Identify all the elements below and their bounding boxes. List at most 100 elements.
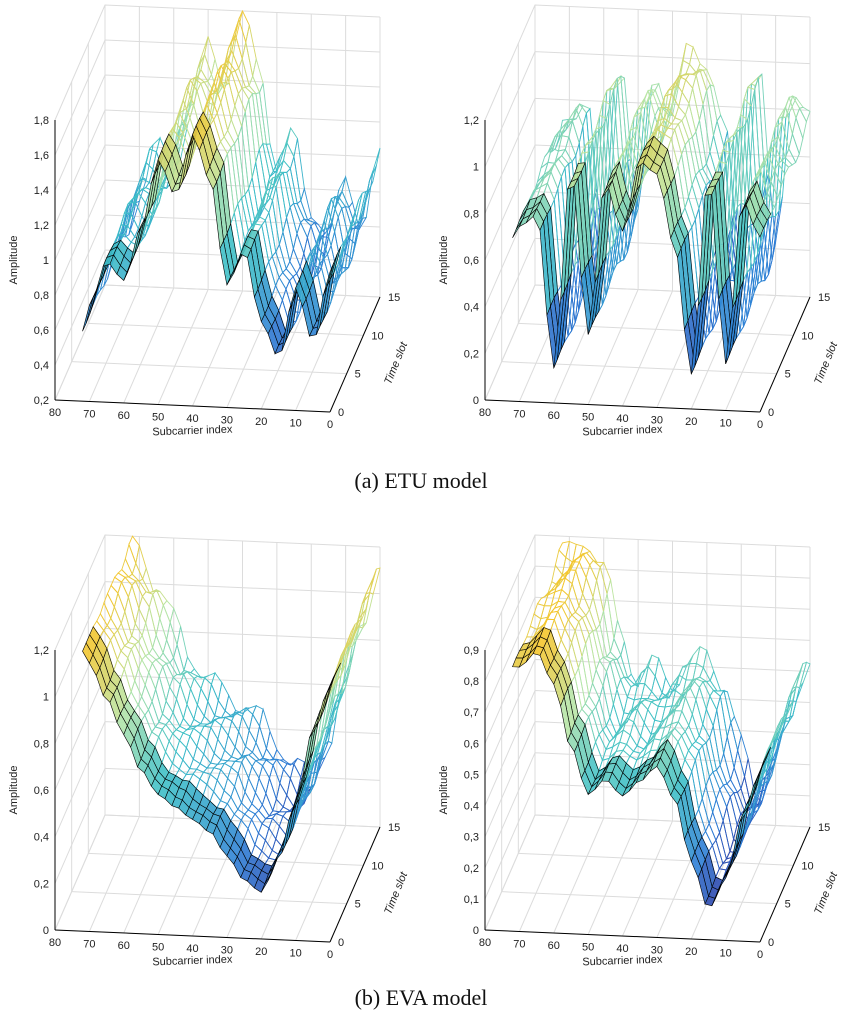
z-tick-label: 0,6: [34, 785, 49, 797]
y-axis-label: Time slot: [812, 340, 840, 387]
y-axis-line: [329, 296, 381, 413]
gridline-floor-x: [192, 290, 243, 407]
z-tick-label: 0,1: [464, 894, 479, 906]
axes: [484, 120, 811, 413]
y-tick-label: 5: [785, 899, 791, 911]
x-tick-label: 30: [651, 945, 663, 957]
x-tick-label: 50: [152, 942, 164, 954]
x-tick-label: 60: [548, 410, 560, 422]
z-tick-label: 0,2: [464, 863, 479, 875]
gridline-floor-x: [54, 814, 106, 931]
gridline-floor-x: [622, 820, 673, 937]
x-axis-label: Subcarrier index: [152, 424, 233, 439]
z-tick-label: 0,8: [34, 738, 49, 750]
z-tick-label: 0,5: [464, 769, 479, 781]
gridline-floor-x: [484, 814, 536, 931]
x-axis-label: Subcarrier index: [152, 954, 233, 969]
z-tick-label: 0: [473, 925, 479, 937]
x-tick-label: 40: [616, 413, 628, 425]
gridline-floor-y: [88, 322, 364, 336]
z-tick-label: 0,6: [34, 325, 49, 337]
z-tick-label: 0,8: [464, 676, 479, 688]
z-axis-label: Amplitude: [438, 766, 450, 815]
surface-cell: [82, 297, 94, 332]
y-tick-label: 0: [768, 937, 774, 949]
z-tick-label: 1: [43, 255, 49, 267]
x-tick-label: 20: [685, 946, 697, 958]
z-tick-label: 0,2: [34, 878, 49, 890]
gridline-floor-x: [295, 295, 347, 411]
gridline-floor-x: [54, 284, 106, 401]
surface-cell: [752, 215, 764, 238]
z-tick-label: 0,7: [464, 707, 479, 719]
x-tick-label: 60: [548, 940, 560, 952]
x-tick-label: 10: [720, 418, 732, 430]
chart-etu-left: 0 10 20 30 40 50 60 70 80 0 5 10 15 0,2 0,4 0,6 0,8 1 1,2 1…: [8, 4, 410, 439]
surface-mesh: [82, 9, 381, 355]
x-tick-label: 80: [49, 937, 61, 949]
y-tick-label: 10: [801, 860, 813, 872]
z-tick-label: 1,2: [34, 220, 49, 232]
y-tick-label: 10: [801, 330, 813, 342]
z-tick-label: 0,2: [464, 348, 479, 360]
x-tick-label: 50: [582, 412, 594, 424]
x-tick-label: 80: [479, 407, 491, 419]
y-tick-label: 15: [388, 822, 400, 834]
gridline-floor-x: [123, 287, 175, 404]
y-tick-label: 10: [371, 860, 383, 872]
y-tick-label: 15: [818, 822, 830, 834]
gridline-floor-x: [88, 816, 140, 932]
gridline-floor-x: [260, 823, 312, 940]
surface-cell: [369, 567, 381, 595]
gridline-floor-x: [587, 819, 639, 935]
z-tick-label: 0,4: [34, 832, 49, 844]
z-tick-label: 0,2: [34, 395, 49, 407]
x-tick-label: 80: [479, 937, 491, 949]
x-tick-label: 30: [221, 415, 233, 427]
surface-cell: [322, 263, 334, 296]
chart-panel-etu-right: 0 10 20 30 40 50 60 70 80 0 5 10 15 0 0,2 0,4 0,6 0,8 1 1,2…: [430, 0, 842, 440]
x-tick-label: 20: [255, 946, 267, 958]
y-tick-label: 15: [818, 292, 830, 304]
x-axis-line: [484, 929, 761, 943]
z-tick-label: 0,4: [464, 801, 479, 813]
x-tick-label: 50: [152, 412, 164, 424]
y-tick-label: 0: [338, 937, 344, 949]
x-tick-label: 70: [513, 939, 525, 951]
z-axis-label: Amplitude: [438, 236, 450, 285]
chart-panel-etu-left: 0 10 20 30 40 50 60 70 80 0 5 10 15 0,2 0,4 0,6 0,8 1 1,2 1…: [0, 0, 420, 440]
gridline-floor-x: [725, 825, 777, 941]
z-tick-label: 0,6: [464, 255, 479, 267]
z-tick-label: 1,8: [34, 115, 49, 127]
y-tick-label: 10: [371, 330, 383, 342]
x-tick-label: 40: [186, 413, 198, 425]
gridline-floor-x: [295, 825, 347, 941]
x-tick-label: 0: [757, 419, 763, 431]
gridline-floor-x: [587, 289, 639, 405]
y-axis-label: Time slot: [812, 870, 840, 917]
y-tick-label: 5: [785, 369, 791, 381]
y-tick-label: 5: [355, 899, 361, 911]
y-axis-line: [759, 826, 811, 943]
z-tick-label: 0,4: [34, 360, 49, 372]
gridline-floor-x: [553, 817, 605, 934]
y-axis-line: [759, 296, 811, 413]
axes: [54, 650, 381, 943]
x-tick-label: 0: [327, 419, 333, 431]
z-tick-label: 1,2: [34, 645, 49, 657]
y-tick-label: 15: [388, 292, 400, 304]
x-tick-label: 70: [513, 409, 525, 421]
y-tick-label: 0: [338, 407, 344, 419]
x-tick-label: 40: [186, 943, 198, 955]
x-tick-label: 60: [118, 410, 130, 422]
x-tick-label: 30: [221, 945, 233, 957]
gridline-floor-x: [725, 295, 777, 411]
gridline-floor-x: [123, 817, 175, 934]
gridline-floor-y: [71, 891, 347, 905]
surface-mesh: [512, 540, 811, 907]
z-tick-label: 1,2: [464, 115, 479, 127]
gridline-z: [484, 814, 811, 931]
x-tick-label: 40: [616, 943, 628, 955]
gridline-floor-x: [622, 290, 673, 407]
